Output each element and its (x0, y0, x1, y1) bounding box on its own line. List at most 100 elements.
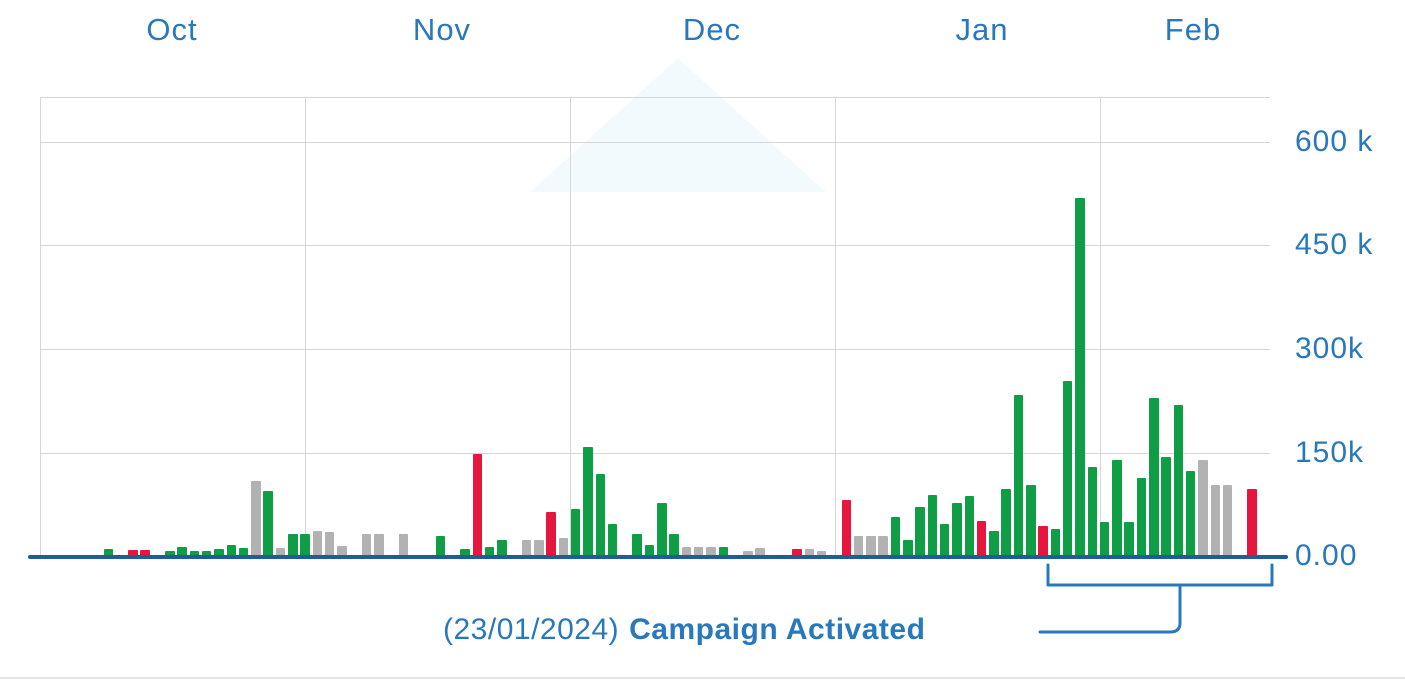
bar-gray (816, 551, 827, 557)
bar-green (484, 547, 495, 557)
bar-green (632, 534, 642, 557)
bar-green (669, 534, 679, 557)
bar-gray (398, 534, 409, 557)
bar-green (927, 495, 938, 557)
month-label-jan: Jan (955, 12, 1009, 47)
bar-green (1087, 467, 1098, 557)
bar-gray (361, 534, 372, 557)
annotation-connector (1038, 583, 1182, 634)
bar-gray (878, 536, 888, 557)
bar-gray (374, 534, 384, 557)
gridline-450k (40, 245, 1270, 246)
bar-green (890, 517, 901, 557)
bar-green (1026, 485, 1036, 557)
bar-green (288, 534, 298, 557)
bar-gray (1198, 460, 1208, 557)
y-tick-label-150: 150k (1295, 436, 1365, 469)
y-tick-label-0: 0.00 (1295, 539, 1358, 572)
bar-green (1149, 398, 1159, 557)
bar-gray (534, 540, 544, 557)
bar-red (1038, 526, 1048, 557)
highlight-bracket (1046, 563, 1274, 587)
plot-area (40, 97, 1270, 557)
bar-red (140, 550, 150, 557)
month-label-dec: Dec (682, 12, 742, 47)
x-axis-baseline (28, 555, 1288, 559)
bar-gray (706, 547, 716, 557)
bar-green (583, 447, 593, 557)
gridline-600k (40, 142, 1270, 143)
bar-green (177, 547, 187, 557)
bar-green (607, 524, 618, 557)
bar-green (952, 503, 962, 557)
bar-red (792, 549, 802, 557)
bar-green (1136, 478, 1147, 557)
bar-red (546, 512, 556, 557)
y-tick-label-450: 450 k (1295, 228, 1374, 261)
y-tick-label-300: 300k (1295, 332, 1365, 365)
bar-green (718, 547, 729, 557)
bar-green (1075, 198, 1085, 557)
bar-green (989, 531, 999, 557)
bar-red (1247, 489, 1257, 557)
bar-gray (275, 548, 286, 557)
bar-green (1173, 405, 1184, 557)
bar-green (214, 549, 224, 557)
bar-green (1001, 489, 1011, 557)
bar-green (939, 524, 950, 557)
bar-green (595, 474, 606, 557)
y-axis-labels: 0.00 150k 300k 450 k 600 k (1295, 97, 1405, 572)
bar-green (964, 496, 975, 557)
bar-green (1112, 460, 1122, 557)
campaign-annotation: (23/01/2024) Campaign Activated (443, 613, 925, 647)
bar-green (201, 551, 212, 557)
bar-green (1185, 471, 1196, 557)
bar-gray (681, 547, 692, 557)
bar-green (1124, 522, 1134, 557)
bar-green (903, 540, 913, 557)
bar-gray (1222, 485, 1233, 557)
campaign-annotation-date: (23/01/2024) (443, 613, 620, 646)
bar-gray (853, 536, 864, 557)
bar-green (189, 551, 200, 557)
bar-gray (866, 536, 876, 557)
bar-green (497, 540, 507, 557)
bar-series (40, 97, 1270, 557)
gridline-feb (1100, 97, 1101, 557)
bar-green (1099, 522, 1110, 557)
bar-gray (804, 549, 815, 557)
bar-green (1062, 381, 1073, 557)
bar-green (657, 503, 667, 557)
gridline-oct (40, 97, 41, 557)
bar-green (165, 551, 175, 557)
campaign-annotation-text: Campaign Activated (629, 613, 926, 646)
bar-green (1050, 529, 1061, 557)
gridline-dec (570, 97, 571, 557)
bar-gray (755, 548, 765, 557)
bar-green (263, 491, 273, 557)
month-label-feb: Feb (1164, 12, 1222, 47)
bar-red (976, 521, 987, 557)
bar-gray (1210, 485, 1221, 557)
bar-green (644, 545, 655, 557)
bar-green (103, 549, 114, 557)
bar-green (1161, 457, 1171, 557)
month-label-oct: Oct (146, 12, 198, 47)
bar-green (300, 534, 310, 557)
bar-gray (743, 551, 753, 557)
bar-green (238, 548, 249, 557)
bar-red (841, 500, 852, 557)
bar-green (460, 549, 470, 557)
page-bottom-border (0, 677, 1405, 679)
bar-green (226, 545, 237, 557)
bar-gray (521, 540, 532, 557)
bar-red (128, 550, 138, 557)
y-tick-label-600: 600 k (1295, 125, 1374, 158)
bar-green (435, 536, 446, 557)
gridline-nov (305, 97, 306, 557)
gridline-top (40, 97, 1270, 98)
bar-gray (337, 546, 347, 557)
